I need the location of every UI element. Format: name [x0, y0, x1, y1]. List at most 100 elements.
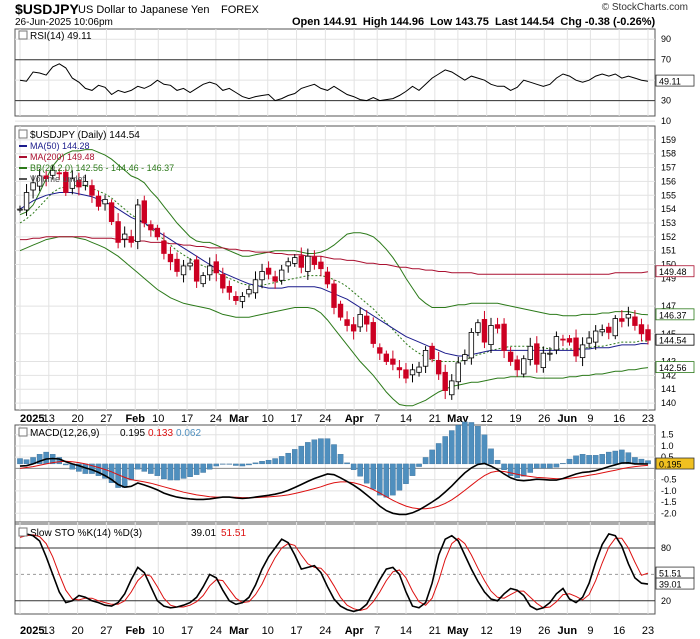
candle-body	[128, 236, 134, 243]
macd-legend-2: 0.133	[148, 428, 173, 439]
macd-hist-bar	[403, 463, 409, 484]
candle-body	[115, 221, 121, 243]
macd-signal-line	[19, 460, 649, 510]
candle-body	[63, 171, 69, 193]
price-x-label: 24	[210, 413, 222, 425]
candle-body	[527, 345, 533, 360]
candle-body	[573, 337, 579, 357]
candle-body	[560, 338, 566, 341]
candle-body	[141, 200, 147, 224]
sto-x-label: May	[447, 625, 469, 637]
candle-body	[187, 262, 193, 267]
sto-tick-label: 80	[661, 543, 671, 553]
price-x-label: 14	[400, 413, 412, 425]
macd-hist-bar	[553, 463, 560, 468]
candle-body	[76, 179, 82, 188]
macd-hist-bar	[311, 439, 318, 465]
macd-hist-bar	[527, 463, 534, 473]
candle-body	[416, 366, 422, 373]
sto-x-label: Jun	[558, 625, 578, 637]
macd-hist-bar	[462, 421, 468, 465]
sto-k-line	[19, 532, 649, 613]
macd-hist-bar	[566, 458, 573, 465]
price-legend-0: $USDJPY (Daily) 144.54	[30, 130, 140, 141]
price-last-tag-2: 144.54	[659, 336, 687, 346]
macd-hist-bar	[435, 443, 442, 465]
price-tick-label: 151	[661, 246, 676, 256]
price-x-label: Jun	[558, 413, 578, 425]
candle-body	[89, 185, 95, 196]
candle-body	[396, 367, 403, 371]
price-x-label: 12	[481, 413, 493, 425]
candle-body	[442, 371, 448, 392]
candle-body	[285, 261, 291, 267]
candle-body	[579, 344, 586, 359]
candle-body	[292, 257, 298, 264]
macd-hist-bar	[17, 458, 23, 465]
sto-last-tag-1-box	[655, 577, 695, 590]
macd-hist-bar	[134, 463, 141, 470]
sto-x-label: 20	[71, 625, 83, 637]
macd-legend-3: 0.062	[176, 428, 201, 439]
candle-body	[606, 326, 612, 333]
price-tick-label: 150	[661, 260, 676, 270]
candle-body	[226, 286, 233, 293]
stockcharts-logo: © StockCharts.com	[601, 2, 688, 13]
candle-body	[252, 279, 259, 294]
candle-body	[220, 274, 226, 289]
sto-x-label: 16	[613, 625, 625, 637]
candle-body	[521, 358, 527, 375]
candle-body	[540, 352, 547, 369]
sto-x-label: 10	[262, 625, 274, 637]
macd-hist-bar	[605, 451, 612, 465]
candle-body	[17, 208, 23, 211]
candle-body	[108, 202, 115, 222]
macd-hist-bar	[560, 463, 566, 465]
sto-last-tag-1: 39.01	[659, 580, 682, 590]
rsi-legend: RSI(14) 49.11	[30, 31, 92, 42]
macd-hist-bar	[305, 442, 311, 465]
candle-body	[324, 271, 331, 285]
sto-x-label: 19	[509, 625, 521, 637]
candle-body	[207, 265, 213, 276]
candle-body	[50, 169, 56, 176]
price-tick-label: 155	[661, 190, 676, 200]
candle-body	[82, 181, 89, 186]
rsi-legend-icon	[18, 30, 28, 40]
candle-body	[566, 338, 573, 343]
candle-body	[409, 369, 416, 376]
candle-body	[265, 267, 272, 275]
macd-tick-label: 1.0	[661, 441, 674, 451]
rsi-tick-label: 70	[661, 55, 671, 65]
rsi-last-tag-box	[655, 74, 695, 87]
bb-lower-line	[19, 236, 649, 407]
candle-body	[200, 275, 206, 285]
price-x-label: 26	[538, 413, 550, 425]
candle-body	[501, 323, 507, 351]
sto-x-label: Mar	[229, 625, 249, 637]
sto-x-label: 24	[210, 625, 222, 637]
price-x-label: Apr	[345, 413, 365, 425]
sto-x-label: 21	[429, 625, 441, 637]
sto-x-label: 2025	[20, 625, 44, 637]
candle-body	[298, 255, 304, 268]
macd-hist-bar	[547, 463, 553, 469]
candle-body	[135, 204, 141, 242]
candle-body	[625, 314, 632, 319]
macd-hist-bar	[298, 445, 305, 465]
candle-body	[357, 314, 363, 328]
sto-legend-icon	[18, 527, 28, 537]
macd-hist-bar	[278, 456, 285, 465]
price-x-label: 17	[181, 413, 193, 425]
sto-x-label: 9	[587, 625, 593, 637]
macd-hist-bar	[429, 449, 435, 465]
price-last-tag-3-box	[655, 361, 695, 374]
price-x-label: 7	[374, 413, 380, 425]
price-last-tag-3: 142.56	[659, 363, 687, 373]
macd-hist-bar	[206, 463, 213, 470]
candle-body	[435, 360, 442, 375]
candle-body	[233, 295, 239, 301]
price-tick-label: 158	[661, 149, 676, 159]
